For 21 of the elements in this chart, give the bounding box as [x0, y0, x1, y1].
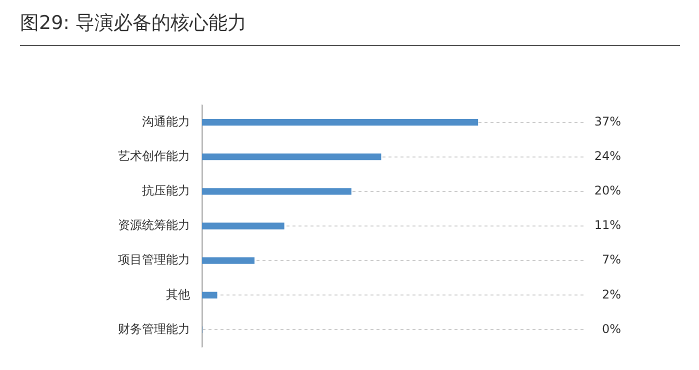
data-label: 11%	[594, 218, 621, 232]
data-label: 2%	[602, 287, 621, 302]
y-tick-label: 艺术创作能力	[118, 148, 190, 163]
y-tick-label: 项目管理能力	[118, 252, 190, 267]
data-label: 20%	[594, 184, 621, 198]
bar	[202, 154, 382, 160]
chart-title: 图29: 导演必备的核心能力	[20, 11, 247, 36]
data-label: 7%	[602, 252, 621, 267]
y-tick-label: 抗压能力	[142, 184, 190, 198]
y-tick-label: 财务管理能力	[118, 322, 190, 336]
data-label: 24%	[594, 148, 621, 163]
bar	[202, 118, 478, 126]
bar	[202, 292, 218, 298]
y-tick-label: 资源统筹能力	[118, 218, 190, 232]
y-tick-label: 其他	[166, 287, 190, 302]
bar	[202, 188, 352, 195]
bar	[202, 222, 284, 230]
y-tick-label: 沟通能力	[142, 114, 190, 128]
data-label: 0%	[602, 322, 621, 336]
data-label: 37%	[594, 114, 621, 128]
bar	[202, 257, 254, 264]
